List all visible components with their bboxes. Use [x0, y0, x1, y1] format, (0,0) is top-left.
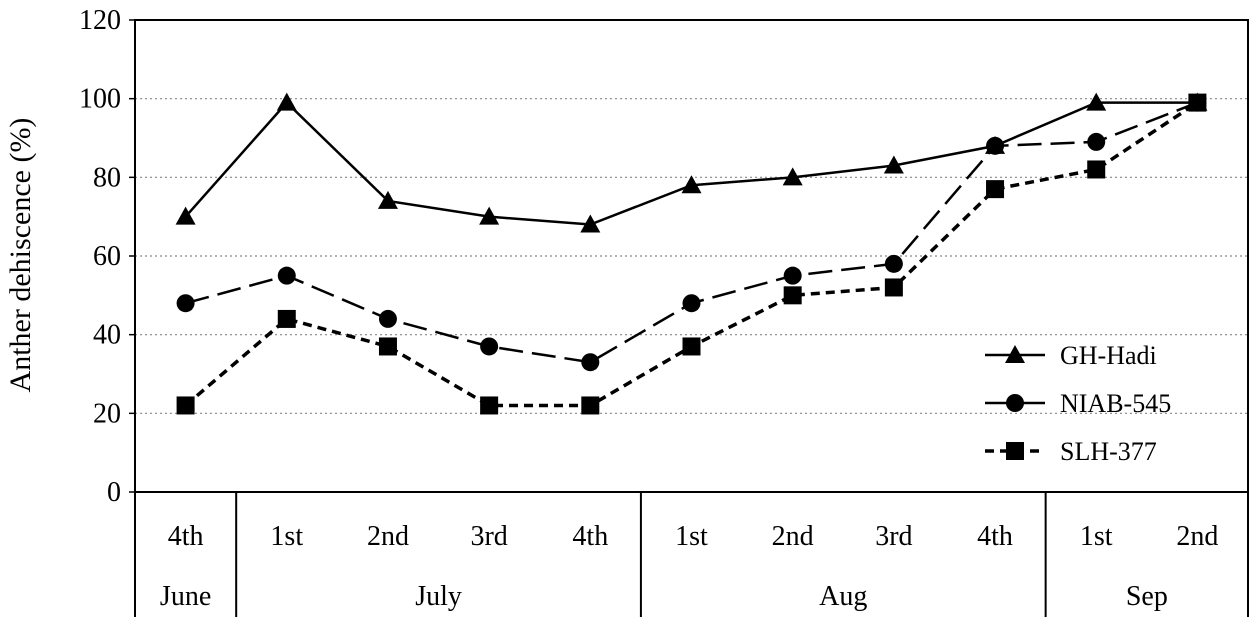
series-slh-377-marker: [1087, 160, 1106, 179]
series-niab-545-marker: [176, 294, 195, 313]
series-gh-hadi-marker: [782, 167, 803, 186]
series-niab-545-marker: [884, 254, 903, 273]
series-niab-545-marker: [1087, 132, 1106, 151]
legend-niab-545-marker: [1006, 394, 1024, 412]
legend-label-niab-545: NIAB-545: [1060, 389, 1171, 418]
x-category-label: 1st: [270, 521, 303, 552]
y-tick-label: 0: [107, 477, 121, 508]
series-slh-377-marker: [1188, 93, 1207, 112]
series-gh-hadi-marker: [276, 92, 297, 111]
x-group-label: Sep: [1126, 581, 1168, 612]
x-category-label: 2nd: [1176, 521, 1218, 552]
series-gh-hadi-marker: [580, 214, 601, 233]
y-tick-label: 40: [93, 320, 121, 351]
series-niab-545-marker: [581, 353, 600, 372]
series-slh-377-marker: [581, 396, 600, 415]
x-category-label: 4th: [572, 521, 608, 552]
series-line-slh-377: [184, 101, 1199, 408]
series-niab-545-marker: [783, 266, 802, 285]
series-slh-377-marker: [176, 396, 195, 415]
x-category-label: 2nd: [367, 521, 409, 552]
series-slh-377-marker: [378, 337, 397, 356]
series-niab-545-marker: [378, 309, 397, 328]
x-group-label: June: [160, 581, 211, 612]
series-gh-hadi-marker: [883, 155, 904, 174]
series-gh-hadi-marker: [1086, 92, 1107, 111]
y-tick-label: 120: [79, 5, 121, 36]
series-niab-545-marker: [277, 266, 296, 285]
series-slh-377-marker: [884, 278, 903, 297]
x-category-label: 4th: [168, 521, 204, 552]
series-slh-377: [176, 93, 1207, 415]
x-group-label: July: [415, 581, 462, 612]
axes: 0 20 40 60 80 100 120 4th 1st 2nd 3rd 4th 1st 2nd 3rd 4…: [79, 5, 1249, 617]
x-group-label: Aug: [819, 581, 867, 612]
series-gh-hadi-marker: [175, 206, 196, 225]
y-tick-label: 100: [79, 84, 121, 115]
x-category-label: 3rd: [875, 521, 912, 552]
series-line-gh-hadi: [184, 100, 1198, 226]
series-niab-545-marker: [480, 337, 499, 356]
series-niab-545-marker: [682, 294, 701, 313]
x-category-label: 2nd: [772, 521, 814, 552]
series-slh-377-marker: [986, 180, 1005, 199]
series-layer: [175, 92, 1208, 415]
series-slh-377-marker: [682, 337, 701, 356]
x-category-label: 1st: [675, 521, 708, 552]
series-slh-377-marker: [480, 396, 499, 415]
legend-slh-377-marker: [1006, 442, 1024, 460]
series-niab-545-marker: [986, 136, 1005, 155]
y-tick-label: 60: [93, 241, 121, 272]
series-gh-hadi-marker: [479, 206, 500, 225]
series-gh-hadi-marker: [377, 190, 398, 209]
series-line-niab-545: [185, 101, 1198, 364]
x-category-label: 3rd: [470, 521, 507, 552]
series-niab-545: [176, 93, 1207, 372]
series-gh-hadi-marker: [681, 175, 702, 194]
x-category-label: 4th: [977, 521, 1013, 552]
legend: GH-Hadi NIAB-545 SLH-377: [985, 341, 1171, 466]
y-tick-label: 20: [93, 398, 121, 429]
y-axis-label: Anther dehiscence (%): [4, 118, 37, 393]
legend-label-slh-377: SLH-377: [1060, 437, 1157, 466]
y-tick-label: 80: [93, 162, 121, 193]
series-slh-377-marker: [277, 309, 296, 328]
series-slh-377-marker: [783, 286, 802, 305]
series-gh-hadi: [175, 92, 1208, 233]
legend-label-gh-hadi: GH-Hadi: [1060, 341, 1157, 370]
x-category-label: 1st: [1080, 521, 1113, 552]
legend-gh-hadi-marker: [1005, 345, 1025, 363]
plot-frame: [134, 19, 1249, 493]
